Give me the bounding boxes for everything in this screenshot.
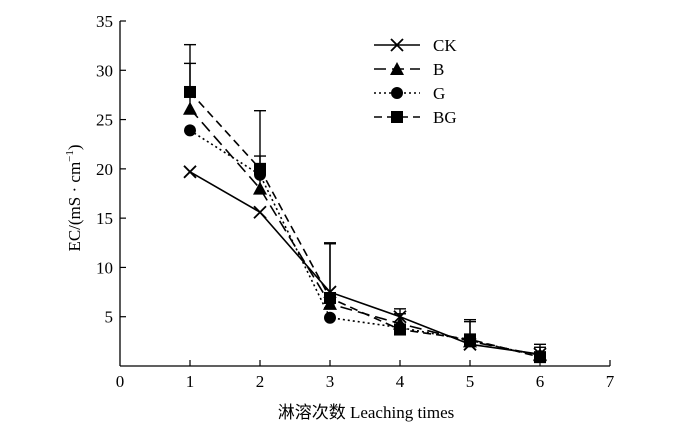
data-point-bg	[534, 351, 546, 364]
legend-marker-ck	[390, 38, 404, 52]
data-point-g	[184, 124, 196, 137]
y-axis-title-main: EC/(mS · cm	[65, 162, 84, 252]
y-tick-label: 10	[96, 258, 113, 277]
y-tick-label: 35	[96, 12, 113, 31]
legend-marker-b	[390, 62, 404, 75]
y-tick-label: 15	[96, 209, 113, 228]
y-axis-title-superscript: −1	[64, 150, 76, 162]
data-point-ck	[183, 165, 197, 179]
x-tick-label: 2	[256, 372, 265, 391]
series-markers	[183, 85, 547, 364]
data-point-bg	[464, 333, 476, 346]
data-point-bg	[254, 162, 266, 175]
data-point-b	[253, 181, 267, 195]
y-tick-label: 25	[96, 111, 113, 130]
data-point-g	[324, 311, 336, 324]
x-tick-label: 7	[606, 372, 615, 391]
series-line-bg	[189, 91, 541, 358]
legend-marker-g	[391, 87, 403, 99]
legend-label-g: G	[433, 84, 445, 103]
series-line-g	[189, 129, 541, 357]
x-tick-label: 5	[466, 372, 475, 391]
data-point-bg	[324, 291, 336, 304]
error-bars	[184, 43, 546, 358]
y-axis-title-close: )	[65, 144, 84, 150]
y-tick-label: 30	[96, 61, 113, 80]
data-point-bg	[184, 85, 196, 98]
x-axis-title: 淋溶次数 Leaching times	[278, 403, 455, 422]
legend-marker-bg	[391, 111, 403, 123]
x-tick-label: 1	[186, 372, 195, 391]
x-tick-label: 0	[116, 372, 125, 391]
series-lines	[189, 91, 541, 358]
x-tick-label: 6	[536, 372, 545, 391]
y-axis-title: EC/(mS · cm−1)	[64, 144, 84, 251]
series-line-ck	[189, 171, 541, 355]
legend-label-b: B	[433, 60, 444, 79]
data-point-b	[183, 101, 197, 115]
data-point-ck	[253, 205, 267, 219]
legend-label-ck: CK	[433, 36, 457, 55]
series-line-b	[189, 108, 541, 356]
x-tick-label: 4	[396, 372, 405, 391]
legend-label-bg: BG	[433, 108, 457, 127]
x-tick-label: 3	[326, 372, 335, 391]
y-tick-label: 5	[105, 308, 114, 327]
legend: CK BG BG	[374, 36, 457, 127]
y-tick-label: 20	[96, 160, 113, 179]
data-point-bg	[394, 323, 406, 336]
axes: 0 1 2 3 4 5 6 7 5 10 15 20 25 30 35	[96, 12, 615, 391]
